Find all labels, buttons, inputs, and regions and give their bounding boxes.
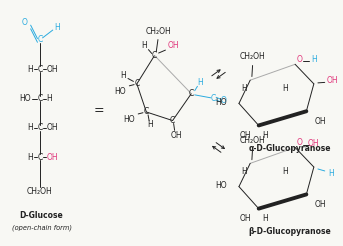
Text: OH: OH	[239, 131, 251, 140]
Text: H: H	[283, 167, 288, 176]
Text: HO: HO	[215, 181, 227, 190]
Text: H: H	[141, 41, 147, 50]
Text: OH: OH	[170, 131, 182, 140]
Text: CH₂OH: CH₂OH	[240, 52, 266, 62]
Text: C: C	[37, 94, 43, 103]
Text: D-Glucose: D-Glucose	[20, 212, 63, 220]
Text: β-D-Glucopyranose: β-D-Glucopyranose	[248, 227, 331, 236]
Text: C: C	[37, 153, 43, 162]
Text: HO: HO	[20, 94, 31, 103]
Text: C: C	[170, 116, 175, 125]
Text: OH: OH	[308, 138, 320, 148]
Text: C: C	[37, 35, 43, 44]
Text: CH₂OH: CH₂OH	[240, 136, 266, 145]
Text: H: H	[197, 78, 203, 87]
Text: H: H	[328, 169, 334, 178]
Text: H: H	[27, 65, 33, 74]
Text: C: C	[37, 123, 43, 132]
Text: OH: OH	[167, 41, 179, 50]
Text: O: O	[221, 96, 227, 106]
Text: O: O	[296, 55, 302, 64]
Text: C: C	[144, 108, 149, 117]
Text: OH: OH	[314, 200, 326, 209]
Text: OH: OH	[239, 214, 251, 223]
Text: H: H	[47, 94, 52, 103]
Text: CH₂OH: CH₂OH	[27, 187, 53, 196]
Text: (open-chain form): (open-chain form)	[12, 225, 72, 231]
Text: H: H	[54, 23, 60, 32]
Text: =: =	[94, 104, 105, 117]
Text: H: H	[262, 131, 268, 140]
Text: H: H	[27, 123, 33, 132]
Text: H: H	[27, 153, 33, 162]
Text: O: O	[22, 18, 27, 27]
Text: H: H	[262, 214, 268, 223]
Text: H: H	[283, 84, 288, 92]
Text: α-D-Glucopyranose: α-D-Glucopyranose	[248, 144, 331, 153]
Text: H: H	[147, 120, 153, 129]
Text: O: O	[296, 138, 302, 147]
Text: C: C	[134, 79, 140, 88]
Text: H: H	[311, 55, 317, 64]
Text: C: C	[211, 94, 216, 103]
Text: HO: HO	[123, 115, 135, 124]
Text: CH₂OH: CH₂OH	[146, 27, 172, 35]
Text: OH: OH	[327, 77, 339, 85]
Text: OH: OH	[314, 117, 326, 126]
Text: OH: OH	[47, 65, 59, 74]
Text: H: H	[241, 167, 247, 176]
Text: H: H	[241, 84, 247, 92]
Text: HO: HO	[215, 98, 227, 107]
Text: C: C	[152, 51, 157, 60]
Text: H: H	[120, 71, 126, 80]
Text: C: C	[189, 89, 194, 98]
Text: OH: OH	[47, 123, 59, 132]
Text: HO: HO	[115, 87, 126, 96]
Text: OH: OH	[47, 153, 59, 162]
Text: C: C	[37, 65, 43, 74]
